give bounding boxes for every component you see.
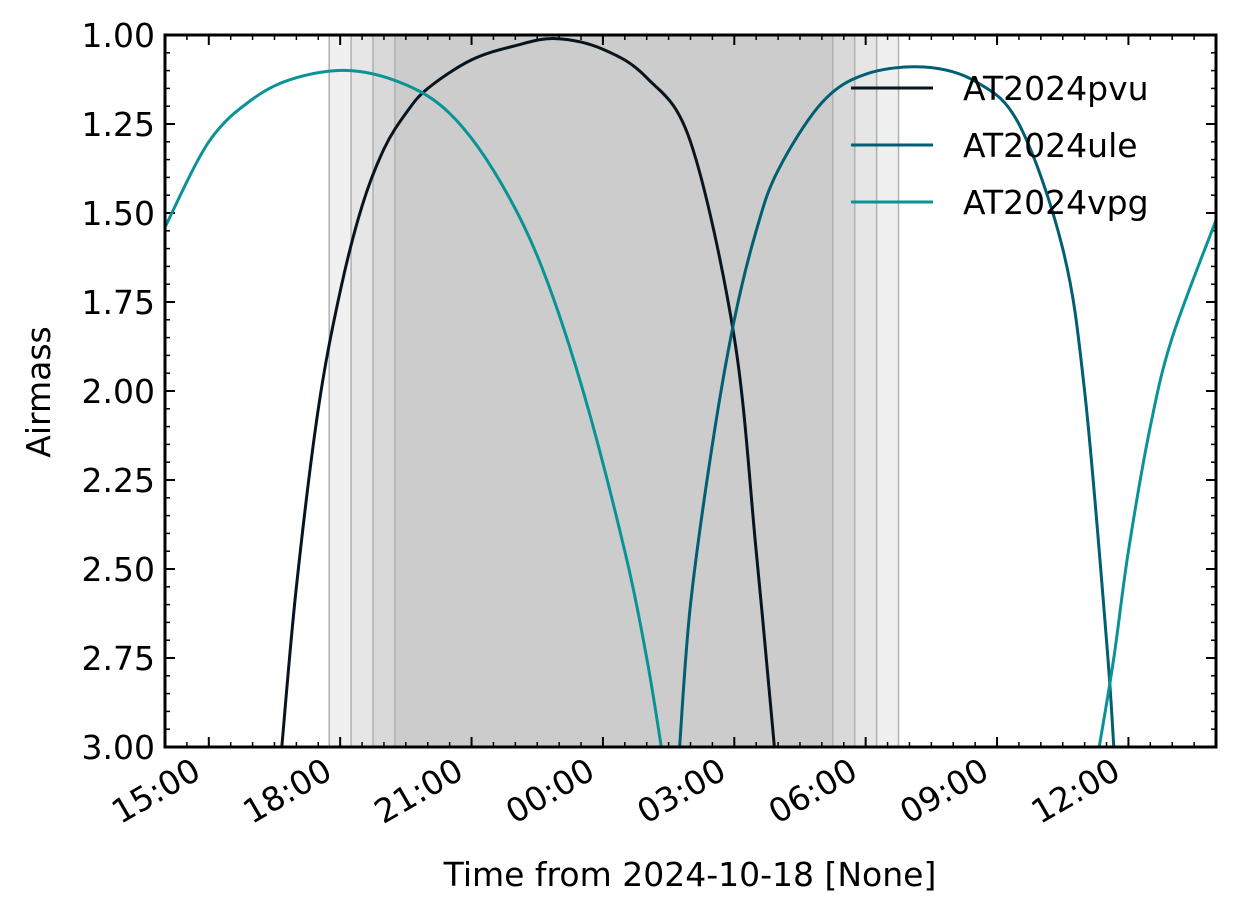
- y-tick-label: 1.50: [82, 194, 155, 233]
- x-tick-label: 03:00: [630, 750, 732, 831]
- series-lines: [165, 37, 1216, 747]
- legend-label-AT2024vpg: AT2024vpg: [963, 183, 1149, 222]
- y-tick-label: 2.75: [82, 639, 155, 678]
- y-tick-label: 1.25: [82, 105, 155, 144]
- y-tick-labels: 1.00 1.25 1.50 1.75 2.00 2.25 2.50 2.75 3.00: [82, 16, 155, 767]
- y-tick-label: 2.25: [82, 461, 155, 500]
- x-tick-label: 12:00: [1025, 750, 1127, 831]
- x-tick-label: 00:00: [499, 750, 601, 831]
- series-line-AT2024vpg: [1097, 219, 1216, 747]
- series-line-AT2024ule: [678, 65, 1116, 747]
- x-tick-labels: 15:00 18:00 21:00 00:00 03:00 06:00 09:00 12:00: [105, 750, 1126, 831]
- y-tick-label: 1.75: [82, 283, 155, 322]
- y-tick-label: 3.00: [82, 728, 155, 767]
- legend-label-AT2024ule: AT2024ule: [963, 126, 1138, 165]
- x-tick-label: 18:00: [236, 750, 338, 831]
- y-tick-label: 2.00: [82, 372, 155, 411]
- legend: AT2024pvu AT2024ule AT2024vpg: [851, 69, 1149, 222]
- y-tick-label: 2.50: [82, 550, 155, 589]
- y-tick-label: 1.00: [82, 16, 155, 55]
- x-tick-label: 09:00: [893, 750, 995, 831]
- series-line-AT2024pvu: [280, 37, 776, 747]
- y-axis-label: Airmass: [19, 326, 58, 457]
- twilight-band-3: [394, 35, 833, 747]
- twilight-bands: [328, 35, 900, 747]
- series-line-AT2024vpg: [165, 68, 663, 747]
- x-tick-label: 06:00: [762, 750, 864, 831]
- x-axis-label: Time from 2024-10-18 [None]: [443, 855, 937, 894]
- x-tick-label: 21:00: [368, 750, 470, 831]
- plot-frame: [163, 33, 1218, 749]
- legend-label-AT2024pvu: AT2024pvu: [963, 69, 1149, 108]
